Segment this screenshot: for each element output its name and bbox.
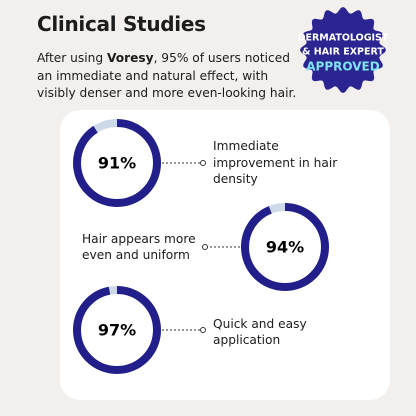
badge: DERMATOLOGIST & HAIR EXPERT APPROVED [298,7,389,93]
stat-text: Quick and easy application [213,316,307,348]
ring-value [241,203,329,291]
connector-dot [202,244,208,250]
ring-value [73,286,161,374]
ring-label: 94% [266,238,304,257]
connector-dot [200,327,206,333]
stat-text: Hair appears more even and uniform [82,231,196,263]
seal [300,7,386,93]
title: Clinical Studies [37,12,206,36]
intro-text: , 95% of users noticed an immediate and … [37,51,297,100]
badge-line: & HAIR EXPERT [302,47,384,58]
intro: After using Voresy, 95% of users noticed… [37,50,297,103]
rings: 91% 94% 97% [73,119,329,374]
stat-text: Immediate improvement in hair density [213,139,338,186]
badge-line: DERMATOLOGIST [298,33,389,44]
ring-label: 97% [98,321,136,340]
brand: Voresy [106,51,154,65]
intro-text: After using [37,51,107,65]
ring-value [73,119,161,207]
connector-dot [200,160,206,166]
badge-highlight: APPROVED [306,60,379,74]
ring-label: 91% [98,154,136,173]
card [60,110,390,400]
